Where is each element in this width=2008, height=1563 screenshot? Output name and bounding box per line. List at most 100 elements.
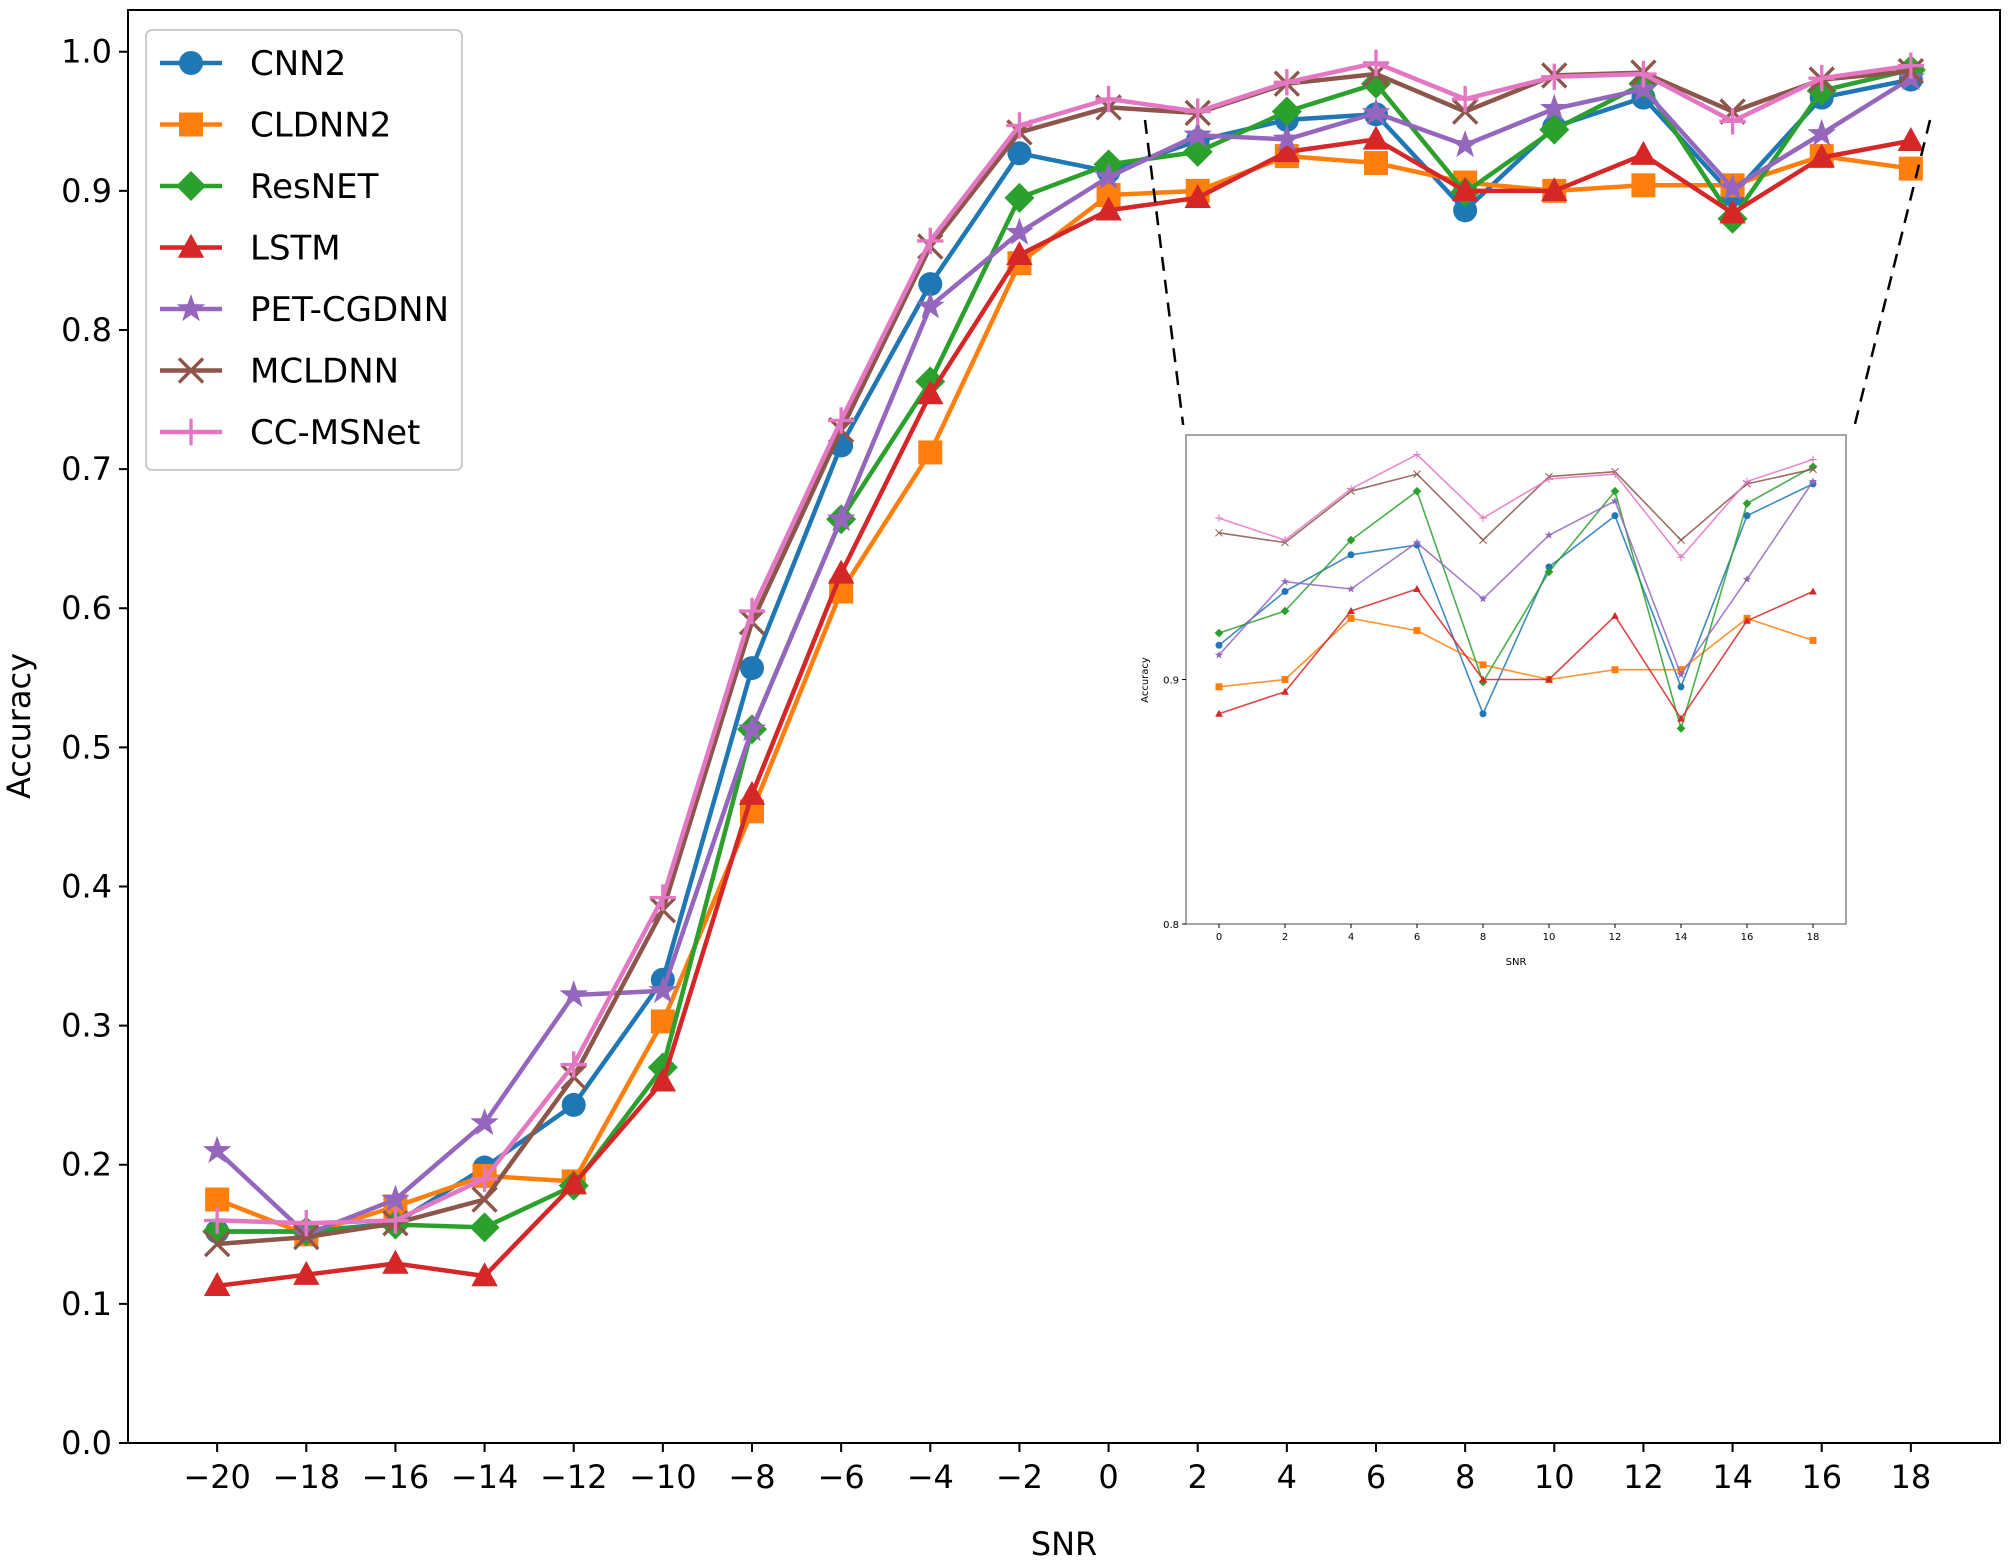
main-y-axis: 0.0 0.1 0.2 0.3 0.4 0.5 0.6 0.7 0.8 0.9 1.0 xyxy=(61,33,128,1462)
data-point-lstm xyxy=(1630,140,1657,165)
legend-entry-pet-cgdnn: PET-CGDNN xyxy=(160,290,449,330)
main-x-tick-label: −16 xyxy=(362,1458,430,1496)
legend-label-resnet: ResNET xyxy=(250,167,379,207)
data-point-pet-cgdnn xyxy=(737,714,767,742)
data-point-cc-msnet xyxy=(917,227,944,255)
legend-entry-cldnn2: CLDNN2 xyxy=(160,106,391,146)
legend-marker-cc-msnet xyxy=(177,418,205,446)
data-point-pet-cgdnn xyxy=(381,1184,410,1212)
inset-x-tick-label: 12 xyxy=(1609,932,1622,943)
inset-x-tick-label: 8 xyxy=(1480,932,1486,943)
main-y-tick-label: 0.8 xyxy=(61,311,112,349)
inset-data-point-pet-cgdnn xyxy=(1808,477,1818,485)
inset-data-point-cldnn2 xyxy=(1281,676,1289,683)
main-x-tick-label: 2 xyxy=(1188,1458,1208,1496)
inset-series-line-cldnn2 xyxy=(1218,617,1814,688)
main-x-tick-label: 6 xyxy=(1366,1458,1386,1496)
main-x-tick-label: −2 xyxy=(996,1458,1043,1496)
data-point-cc-msnet xyxy=(1451,85,1479,113)
main-x-tick-label: 8 xyxy=(1455,1458,1475,1496)
main-x-tick-label: −4 xyxy=(907,1458,954,1496)
inset-data-point-lstm xyxy=(1809,587,1817,595)
data-point-cc-msnet xyxy=(293,1209,320,1237)
inset-data-point-resnet xyxy=(1610,486,1620,496)
inset-x-tick-label: 14 xyxy=(1675,932,1688,943)
data-point-cc-msnet xyxy=(203,1207,231,1234)
series-line-lstm xyxy=(216,137,1912,1289)
inset-data-point-cldnn2 xyxy=(1479,661,1487,669)
data-point-cc-msnet xyxy=(1808,64,1835,92)
inset-y-axis-label: Accuracy xyxy=(1140,657,1151,703)
main-y-tick-label: 1.0 xyxy=(61,33,112,71)
inset-data-point-cc-msnet xyxy=(1479,514,1487,522)
data-point-mcldnn xyxy=(293,1223,320,1251)
data-point-lstm xyxy=(1719,199,1746,224)
data-point-pet-cgdnn xyxy=(1718,173,1747,201)
inset-data-point-cc-msnet xyxy=(1347,484,1355,493)
data-point-lstm xyxy=(382,1249,409,1274)
inset-data-point-lstm xyxy=(1479,675,1487,683)
inset-data-point-cldnn2 xyxy=(1809,636,1817,644)
inset-data-point-cnn2 xyxy=(1743,512,1751,520)
inset-data-point-cc-msnet xyxy=(1545,475,1553,483)
inset-series-line-mcldnn xyxy=(1218,468,1814,544)
inset-series-group xyxy=(1214,450,1818,733)
inset-data-point-lstm xyxy=(1347,607,1355,615)
inset-data-point-cnn2 xyxy=(1281,587,1289,595)
main-y-tick-label: 0.2 xyxy=(61,1146,112,1184)
inset-data-point-pet-cgdnn xyxy=(1412,538,1422,547)
data-point-cc-msnet xyxy=(471,1165,498,1192)
inset-data-point-resnet xyxy=(1676,724,1686,733)
data-point-lstm xyxy=(827,559,855,584)
data-point-lstm xyxy=(1095,196,1122,221)
data-point-cnn2 xyxy=(918,272,943,297)
main-x-tick-label: −12 xyxy=(540,1458,608,1496)
main-y-tick-label: 0.3 xyxy=(61,1007,112,1045)
inset-series-resnet xyxy=(1214,462,1818,733)
main-x-tick-label: 14 xyxy=(1712,1458,1753,1496)
inset-data-point-cldnn2 xyxy=(1611,666,1619,674)
data-point-lstm xyxy=(917,380,944,405)
legend-marker-pet-cgdnn xyxy=(176,294,206,322)
data-point-pet-cgdnn xyxy=(470,1108,499,1136)
data-point-resnet xyxy=(1004,182,1035,213)
main-y-tick-label: 0.9 xyxy=(61,172,112,210)
inset-data-point-cnn2 xyxy=(1809,480,1817,488)
legend-marker-resnet xyxy=(176,171,206,201)
data-point-lstm xyxy=(560,1170,587,1195)
legend-marker-mcldnn xyxy=(177,357,205,384)
data-point-cc-msnet xyxy=(1006,112,1033,139)
main-x-tick-label: −14 xyxy=(451,1458,519,1496)
series-line-cc-msnet xyxy=(217,60,1912,1226)
inset-series-cnn2 xyxy=(1215,480,1817,718)
legend-label-cldnn2: CLDNN2 xyxy=(250,106,391,146)
main-x-tick-label: 0 xyxy=(1098,1458,1118,1496)
data-point-resnet xyxy=(1539,114,1570,145)
inset-data-point-pet-cgdnn xyxy=(1280,577,1290,586)
data-point-cldnn2 xyxy=(1364,151,1388,176)
main-x-tick-label: −6 xyxy=(818,1458,865,1496)
main-x-tick-label: 18 xyxy=(1890,1458,1931,1496)
zoom-connector-left xyxy=(1143,119,1186,433)
inset-data-point-lstm xyxy=(1545,675,1553,683)
inset-y-tick-label: 0.9 xyxy=(1163,676,1179,687)
inset-data-point-cnn2 xyxy=(1215,641,1223,649)
series-cc-msnet xyxy=(203,49,1925,1237)
data-point-resnet xyxy=(469,1212,500,1243)
data-point-cnn2 xyxy=(561,1092,586,1117)
inset-x-tick-label: 16 xyxy=(1741,932,1754,943)
data-point-lstm xyxy=(1808,143,1835,168)
legend-marker-cnn2 xyxy=(179,51,203,75)
inset-data-point-resnet xyxy=(1412,486,1422,496)
main-series-group xyxy=(202,49,1926,1296)
main-x-tick-label: 12 xyxy=(1623,1458,1664,1496)
data-point-cc-msnet xyxy=(1630,60,1657,88)
data-point-cnn2 xyxy=(1453,198,1478,223)
series-lstm xyxy=(203,125,1925,1296)
inset-data-point-cc-msnet xyxy=(1215,514,1223,522)
data-point-pet-cgdnn xyxy=(1361,98,1391,126)
inset-y-axis: 0.8 0.9 xyxy=(1163,676,1186,931)
data-point-cc-msnet xyxy=(1095,85,1122,113)
legend-entry-resnet: ResNET xyxy=(160,167,379,207)
